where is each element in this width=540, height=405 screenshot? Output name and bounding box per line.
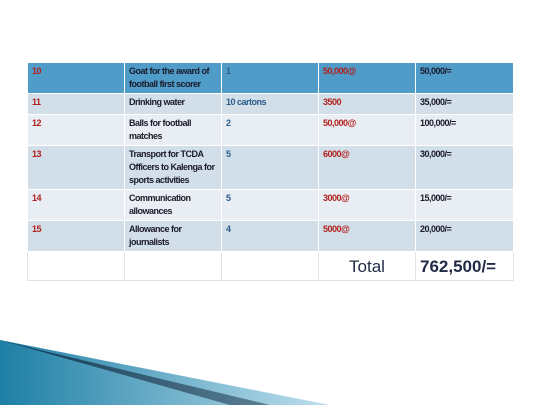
item-description: Goat for the award of football first sco… [124, 62, 222, 94]
empty-cell [124, 251, 222, 281]
amount: 20,000/= [415, 220, 514, 252]
table-row: 13 Transport for TCDA Officers to Kalenga… [27, 145, 514, 190]
table-row: 11 Drinking water 10 cartons 3500 35,000/= [27, 93, 514, 115]
amount: 100,000/= [415, 114, 514, 146]
amount: 50,000/= [415, 62, 514, 94]
item-number: 13 [27, 145, 125, 190]
table-row: 15 Allowance for journalists 4 5000@ 20,000/… [27, 220, 514, 252]
table-row: 10 Goat for the award of football first s… [27, 62, 514, 94]
rate: 5000@ [318, 220, 416, 252]
item-description: Allowance for journalists [124, 220, 222, 252]
amount: 15,000/= [415, 189, 514, 221]
budget-table: 10 Goat for the award of football first s… [27, 62, 514, 281]
item-description: Transport for TCDA Officers to Kalenga f… [124, 145, 222, 190]
empty-cell [221, 251, 319, 281]
item-description: Balls for football matches [124, 114, 222, 146]
total-amount: 762,500/= [415, 251, 514, 281]
item-description: Drinking water [124, 93, 222, 115]
quantity: 5 [221, 145, 319, 190]
amount: 30,000/= [415, 145, 514, 190]
table-row: 12 Balls for football matches 2 50,000@ 100,… [27, 114, 514, 146]
quantity: 2 [221, 114, 319, 146]
item-number: 15 [27, 220, 125, 252]
item-number: 11 [27, 93, 125, 115]
empty-cell [27, 251, 125, 281]
rate: 3000@ [318, 189, 416, 221]
item-description: Communication allowances [124, 189, 222, 221]
total-label: Total [318, 251, 416, 281]
item-number: 14 [27, 189, 125, 221]
item-number: 12 [27, 114, 125, 146]
rate: 50,000@ [318, 114, 416, 146]
rate: 3500 [318, 93, 416, 115]
rate: 6000@ [318, 145, 416, 190]
total-row: Total 762,500/= [27, 251, 514, 281]
quantity: 1 [221, 62, 319, 94]
table-body: 10 Goat for the award of football first s… [27, 62, 514, 281]
rate: 50,000@ [318, 62, 416, 94]
table-row: 14 Communication allowances 5 3000@ 15,000/= [27, 189, 514, 221]
quantity: 10 cartons [221, 93, 319, 115]
quantity: 4 [221, 220, 319, 252]
amount: 35,000/= [415, 93, 514, 115]
swoosh-light [0, 340, 330, 405]
quantity: 5 [221, 189, 319, 221]
item-number: 10 [27, 62, 125, 94]
